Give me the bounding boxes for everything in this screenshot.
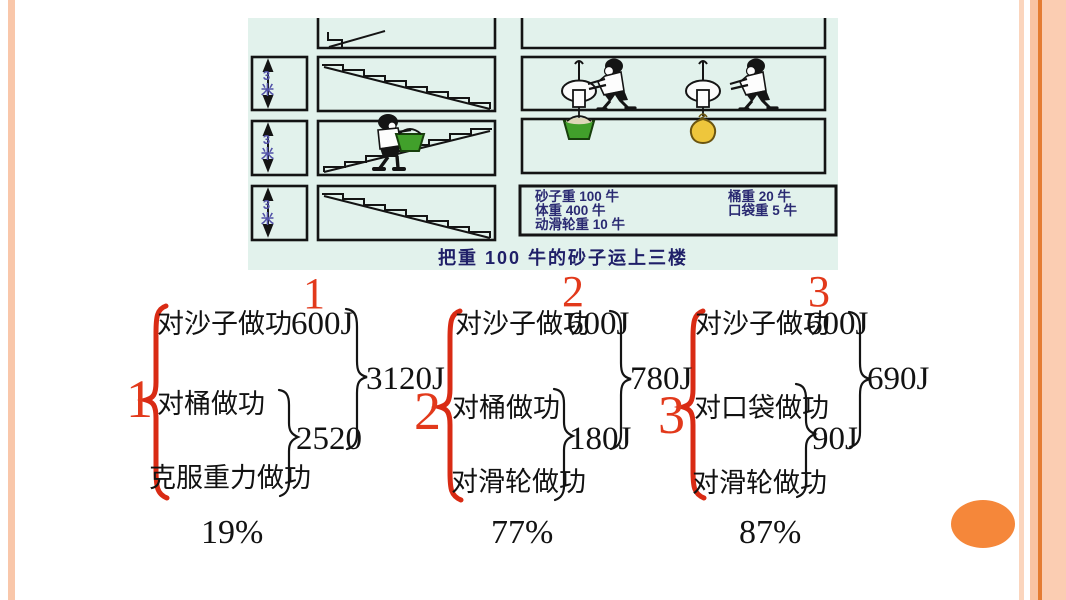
floor-measure-boxes: [250, 55, 309, 242]
group1-row1-value: 600J: [291, 306, 354, 342]
info-body-weight: 体重 400 牛: [535, 202, 606, 218]
group2-index-side: 2: [414, 381, 441, 441]
pulley-room-boxes: [520, 18, 827, 175]
measure-arrow-icons: [262, 58, 274, 238]
decorative-ellipse: [951, 500, 1015, 548]
floor-height-label: 3米: [259, 197, 274, 225]
right-accent-stripe-3: [1038, 0, 1042, 600]
group3-row2-label: 对口袋做功: [694, 393, 829, 423]
floor-height-label: 3米: [259, 68, 274, 96]
worker-icon: [587, 58, 637, 111]
group2-row1-value: 600J: [567, 306, 630, 342]
group1-row1-label: 对沙子做功: [157, 309, 292, 339]
carried-bucket-icon: [394, 128, 426, 152]
group1-row2-label: 对桶做功: [157, 389, 265, 419]
figure-caption: 把重 100 牛的砂子运上三楼: [438, 247, 688, 268]
figure-background: [248, 18, 838, 270]
group1-total: 3120J: [366, 361, 445, 397]
group1-row3-label: 克服重力做功: [149, 463, 311, 493]
pulley-icon: [561, 60, 597, 119]
info-sand-weight: 砂子重 100 牛: [535, 188, 620, 204]
group2-total: 780J: [630, 361, 693, 397]
group1-index-side: 1: [126, 369, 153, 429]
info-box: [518, 184, 838, 237]
info-pulley-weight: 动滑轮重 10 牛: [535, 216, 626, 232]
right-accent-stripe-4: [1042, 0, 1066, 600]
hanging-bucket-icon: [562, 115, 596, 140]
hanging-sack-icon: [689, 113, 717, 145]
right-accent-stripe-1: [1019, 0, 1024, 600]
group3-efficiency: 87%: [739, 514, 802, 551]
group3-subtotal: 90J: [812, 421, 858, 457]
group2-row1-label: 对沙子做功: [455, 309, 590, 339]
group2-index-top: 2: [562, 267, 584, 316]
group3-row3-label: 对滑轮做功: [692, 468, 827, 498]
staircase-boxes: [316, 18, 497, 242]
info-bucket-weight: 桶重 20 牛: [728, 188, 792, 204]
group1-efficiency: 19%: [201, 514, 264, 551]
info-bag-weight: 口袋重 5 牛: [728, 202, 798, 218]
physics-figure: 砂子重 100 牛 体重 400 牛 动滑轮重 10 牛 桶重 20 牛 口袋重…: [248, 18, 838, 270]
group3-index-side: 3: [658, 385, 685, 445]
staircase-icon: [322, 30, 492, 239]
right-accent-stripe-2: [1030, 0, 1038, 600]
group1-index-top: 1: [303, 269, 325, 318]
group2-efficiency: 77%: [491, 514, 554, 551]
group3-row1-label: 对沙子做功: [695, 309, 830, 339]
group3-index-top: 3: [808, 267, 830, 316]
left-accent-bar: [8, 0, 15, 600]
floor-height-label: 3米: [259, 132, 274, 160]
group3-row1-value: 600J: [806, 306, 869, 342]
group2-subtotal: 180J: [569, 421, 632, 457]
group1-subtotal: 2520: [296, 421, 362, 457]
group2-row3-label: 对滑轮做功: [451, 467, 586, 497]
group3-total: 690J: [867, 361, 930, 397]
group2-row2-label: 对桶做功: [452, 393, 560, 423]
